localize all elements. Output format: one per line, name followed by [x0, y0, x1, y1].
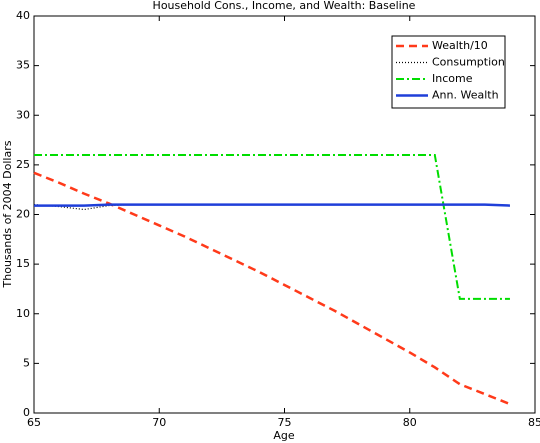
x-tick-label: 65 — [27, 416, 41, 429]
x-tick-label: 75 — [278, 416, 292, 429]
y-tick-label: 10 — [16, 307, 30, 320]
x-tick-label: 80 — [403, 416, 417, 429]
y-tick-label: 30 — [16, 108, 30, 121]
legend-label: Ann. Wealth — [432, 89, 499, 102]
x-tick-label: 85 — [528, 416, 540, 429]
y-tick-label: 5 — [23, 356, 30, 369]
y-tick-label: 35 — [16, 59, 30, 72]
chart-title: Household Cons., Income, and Wealth: Bas… — [153, 0, 416, 12]
x-axis-label: Age — [273, 429, 295, 442]
y-tick-label: 25 — [16, 158, 30, 171]
y-axis-label: Thousands of 2004 Dollars — [1, 140, 14, 288]
legend-label: Income — [432, 72, 473, 85]
y-tick-label: 20 — [16, 208, 30, 221]
x-tick-label: 70 — [152, 416, 166, 429]
legend-label: Consumption — [432, 56, 505, 69]
y-tick-label: 40 — [16, 9, 30, 22]
y-tick-label: 15 — [16, 257, 30, 270]
line-series — [34, 203, 510, 207]
line-series — [34, 153, 510, 300]
legend-label: Wealth/10 — [432, 39, 488, 52]
y-tick-label: 0 — [23, 406, 30, 419]
